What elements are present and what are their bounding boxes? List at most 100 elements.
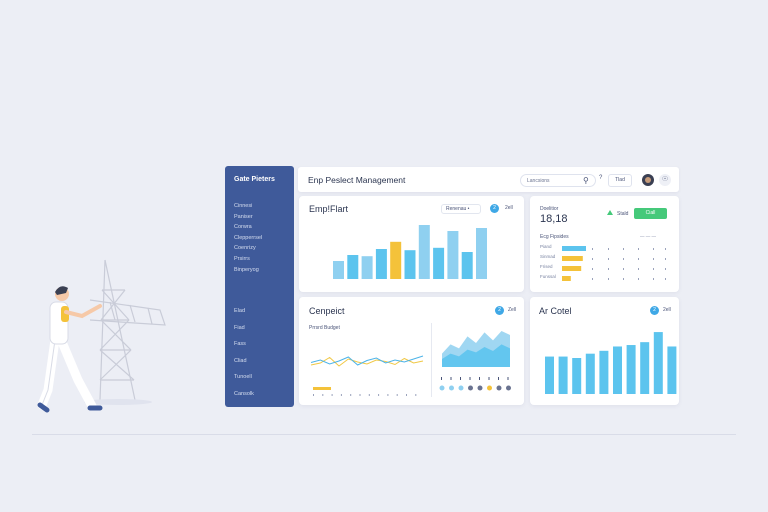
sidebar-item-2[interactable]: Paniser — [234, 213, 253, 220]
card-badge[interactable]: 2 — [490, 204, 499, 213]
search-value: Lancsions — [527, 178, 550, 184]
search-icon[interactable]: ⚲ — [583, 176, 589, 185]
x-tick — [479, 377, 480, 380]
bar — [476, 228, 487, 279]
hbar — [562, 256, 583, 261]
bar — [347, 255, 359, 279]
sidebar-item-3[interactable]: Corwra — [234, 224, 252, 231]
shield-icon[interactable]: ☉ — [659, 174, 671, 186]
bar — [333, 261, 344, 279]
hbar — [562, 246, 586, 251]
table-dot — [638, 248, 639, 250]
top-action-button[interactable]: Tlad — [608, 174, 632, 187]
legend-dot — [487, 385, 492, 391]
x-tick — [322, 394, 324, 396]
bar — [461, 252, 473, 279]
sidebar-item-7[interactable]: Binperyog — [234, 266, 259, 273]
line-chart — [310, 331, 511, 396]
sidebar-item-1[interactable]: Elad — [234, 308, 246, 315]
legend-dot — [506, 385, 511, 391]
sidebar-item-5[interactable]: Coenrizy — [234, 245, 256, 252]
table-dot — [653, 268, 654, 270]
card-meta: 2ell — [663, 307, 671, 313]
x-tick — [396, 394, 398, 396]
bar — [404, 250, 416, 279]
x-tick — [450, 377, 452, 380]
x-tick — [469, 377, 471, 380]
avatar[interactable] — [642, 174, 654, 186]
x-tick — [331, 394, 333, 396]
crane-tower-illustration — [84, 259, 166, 405]
hbar-row-label: Funssal — [540, 274, 556, 279]
sidebar: Gate Pieters Cinnesi Paniser Corwra Clepper… — [225, 166, 294, 407]
bar — [390, 241, 402, 279]
sidebar-item-3[interactable]: Fass — [234, 341, 246, 348]
legend-dot — [477, 385, 483, 391]
floor-line — [32, 434, 736, 435]
card-meta: Zell — [508, 307, 517, 313]
bar — [667, 346, 677, 394]
line-series — [310, 356, 424, 367]
sidebar-nav-group-secondary: Elad Fiad Fass Cliad Tunoell Cansolk — [234, 303, 285, 402]
card-badge[interactable]: 2 — [650, 306, 659, 315]
area-series — [442, 344, 510, 367]
legend-swatch — [313, 387, 331, 390]
sidebar-item-6[interactable]: Cansolk — [234, 390, 254, 397]
card-meta: 2ell — [505, 205, 513, 211]
worker-illustration — [37, 259, 166, 413]
hbar-row-label: Sinmad — [540, 254, 556, 259]
table-dot — [665, 258, 666, 260]
sidebar-item-2[interactable]: Fiad — [234, 324, 245, 331]
column-markers: — — — — [640, 234, 657, 239]
table-dot — [638, 258, 639, 260]
hbar — [562, 276, 571, 281]
sidebar-item-5[interactable]: Tunoell — [234, 374, 252, 381]
sidebar-title: Gate Pieters — [234, 176, 275, 183]
card-badge[interactable]: 2 — [495, 306, 504, 315]
x-tick — [498, 377, 499, 380]
table-dot — [638, 268, 639, 270]
table-dot — [665, 278, 666, 280]
filter-dropdown[interactable]: Renenau • — [441, 204, 481, 214]
bar — [361, 256, 373, 279]
dashboard: Gate Pieters Cinnesi Paniser Corwra Clepper… — [225, 166, 680, 408]
table-dot — [623, 258, 624, 260]
x-tick — [378, 394, 380, 396]
stat-label: Doelitior — [540, 206, 559, 212]
x-tick — [406, 394, 407, 396]
table-dot — [592, 278, 593, 280]
bar — [545, 356, 554, 394]
legend-dot — [468, 385, 473, 391]
bar — [447, 231, 459, 279]
stat-value: 18,18 — [540, 213, 568, 225]
legend-dot — [458, 385, 464, 391]
horizontal-bar-chart — [562, 246, 666, 281]
bar — [599, 350, 609, 394]
table-dot — [592, 268, 593, 270]
green-action-button[interactable]: Ciall — [634, 208, 667, 219]
x-tick — [441, 377, 442, 380]
table-dot — [608, 248, 609, 250]
sidebar-item-6[interactable]: Prsirrs — [234, 255, 250, 262]
legend-dot — [496, 385, 502, 391]
search-input[interactable]: Lancsions ⚲ — [520, 174, 596, 187]
card-title: Ar Cotel — [539, 306, 572, 316]
table-dot — [608, 268, 609, 270]
x-tick — [387, 394, 389, 396]
legend-dot — [439, 385, 445, 391]
x-tick — [359, 394, 361, 396]
bar — [613, 346, 622, 394]
help-icon[interactable]: ? — [599, 175, 603, 181]
line-series — [310, 355, 424, 366]
sidebar-nav-group: Cinnesi Paniser Corwra Clepperrsel Coenrizy P… — [234, 201, 285, 275]
sidebar-item-4[interactable]: Clepperrsel — [234, 234, 263, 241]
sidebar-item-4[interactable]: Cliad — [234, 357, 247, 364]
table-dot — [608, 258, 609, 260]
hbar-row-label: Piand — [540, 244, 552, 249]
bar-chart-total — [545, 332, 677, 394]
stat-sublabel: Ecg Fipsides — [540, 234, 569, 240]
sidebar-item-1[interactable]: Cinnesi — [234, 203, 253, 209]
table-dot — [665, 268, 666, 270]
card-title: Emp!Flart — [309, 204, 349, 214]
bar — [626, 345, 636, 394]
